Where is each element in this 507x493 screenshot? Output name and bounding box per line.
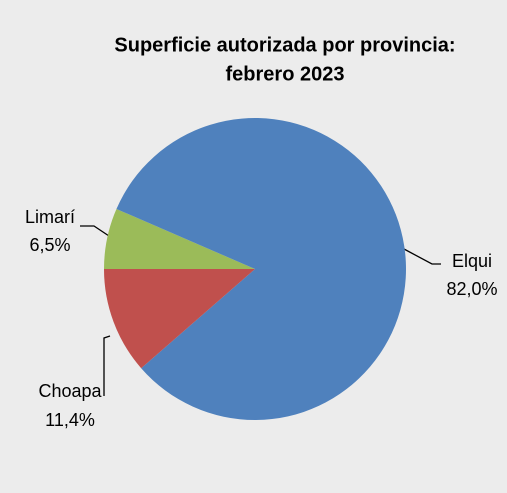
leader-line: [103, 335, 111, 396]
chart-title: Superficie autorizada por provincia:: [114, 34, 455, 56]
value-label: 6,5%: [29, 235, 70, 255]
value-label: 11,4%: [45, 410, 95, 430]
slice-label: Limarí: [25, 207, 75, 227]
pie-slice: [116, 117, 406, 420]
slice-label: Choapa: [38, 381, 102, 401]
chart-title: febrero 2023: [226, 63, 345, 85]
pie-slice: [104, 269, 255, 369]
leader-line: [80, 225, 110, 237]
slice-label: Elqui: [452, 251, 492, 271]
pie-slice: [104, 208, 255, 269]
leader-line: [403, 248, 441, 265]
value-label: 82,0%: [446, 279, 497, 299]
